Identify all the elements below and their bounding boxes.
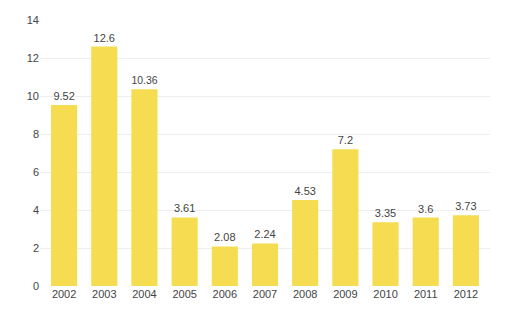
svg-text:2.08: 2.08 [214, 231, 235, 243]
svg-text:3.61: 3.61 [174, 202, 195, 214]
svg-text:2003: 2003 [92, 288, 116, 300]
svg-text:2010: 2010 [373, 288, 397, 300]
svg-text:4: 4 [33, 204, 39, 216]
svg-text:2.24: 2.24 [254, 228, 275, 240]
svg-text:6: 6 [33, 166, 39, 178]
svg-text:3.73: 3.73 [455, 200, 476, 212]
svg-text:14: 14 [27, 14, 39, 26]
svg-text:3.6: 3.6 [418, 203, 433, 215]
svg-text:2007: 2007 [253, 288, 277, 300]
svg-text:12.6: 12.6 [94, 32, 115, 44]
svg-text:2002: 2002 [52, 288, 76, 300]
svg-text:2008: 2008 [293, 288, 317, 300]
svg-text:9.52: 9.52 [53, 90, 74, 102]
svg-text:2011: 2011 [414, 288, 438, 300]
svg-text:2006: 2006 [213, 288, 237, 300]
svg-text:7.2: 7.2 [338, 134, 353, 146]
svg-text:12: 12 [27, 52, 39, 64]
svg-text:4.53: 4.53 [294, 185, 315, 197]
svg-text:0: 0 [33, 280, 39, 292]
svg-text:10: 10 [27, 90, 39, 102]
svg-text:2005: 2005 [172, 288, 196, 300]
svg-text:2: 2 [33, 242, 39, 254]
svg-text:2009: 2009 [333, 288, 357, 300]
svg-text:2004: 2004 [132, 288, 156, 300]
svg-text:3.35: 3.35 [375, 207, 396, 219]
svg-text:10.36: 10.36 [131, 75, 157, 86]
svg-text:8: 8 [33, 128, 39, 140]
svg-text:2012: 2012 [454, 288, 478, 300]
